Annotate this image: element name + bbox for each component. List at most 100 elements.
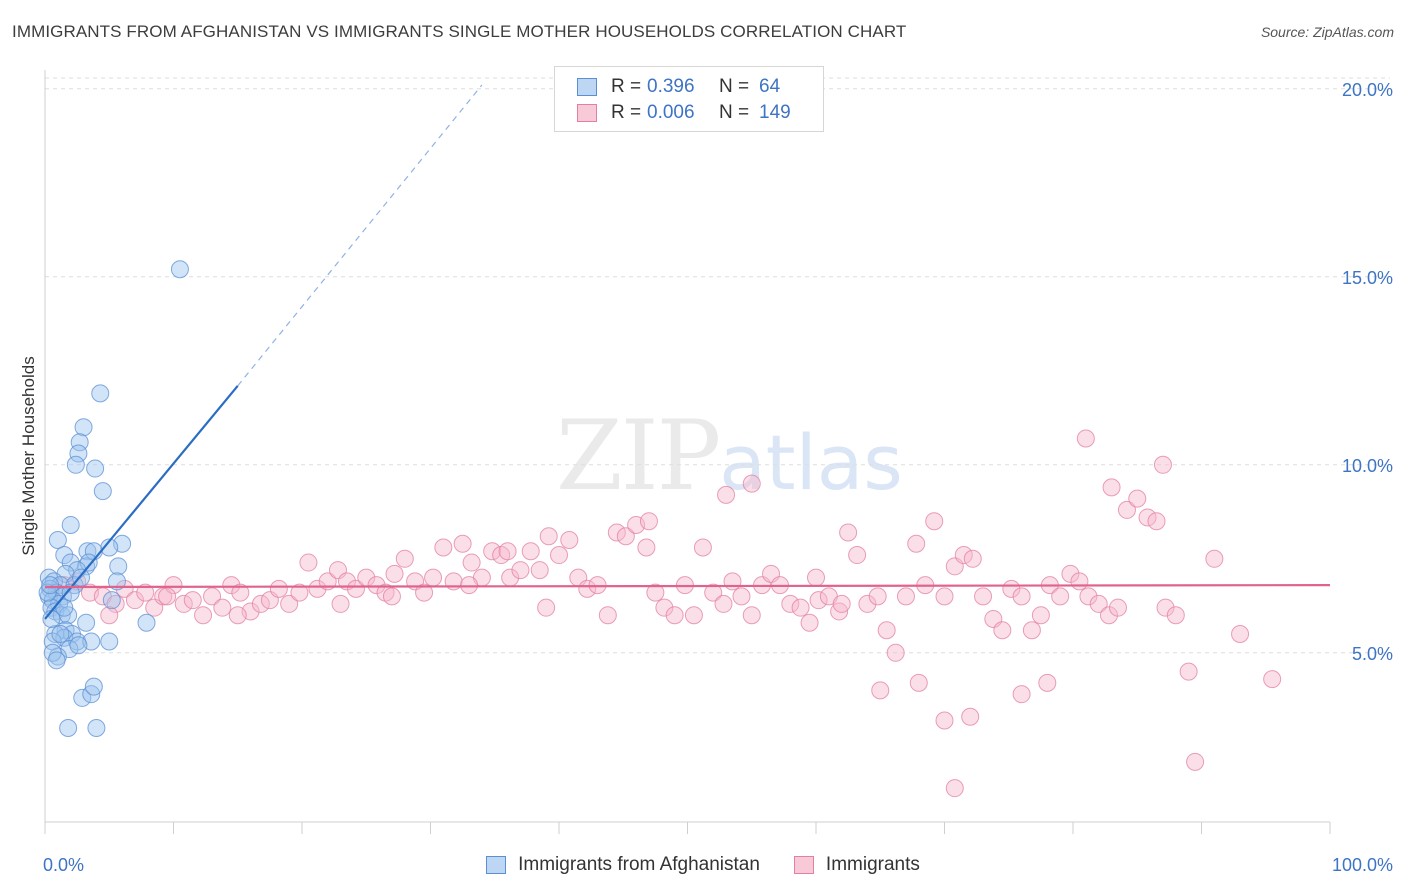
afghanistan-point xyxy=(61,583,80,602)
immigrants-point xyxy=(1089,594,1108,613)
afghanistan-point xyxy=(66,455,85,474)
afghanistan-point xyxy=(46,625,65,643)
legend-row-afghanistan: R = 0.396 N = 64 xyxy=(577,75,780,99)
data-points xyxy=(38,260,1282,798)
immigrants-point xyxy=(382,587,401,606)
immigrants-point xyxy=(886,643,905,662)
afghanistan-point xyxy=(77,613,96,632)
immigrants-point xyxy=(125,591,144,610)
immigrants-point xyxy=(308,579,327,598)
x-tick-label-min: 0.0% xyxy=(43,855,84,875)
legend-item-afghanistan[interactable]: Immigrants from Afghanistan xyxy=(486,854,760,876)
immigrants-point xyxy=(839,523,858,542)
immigrants-point xyxy=(511,561,530,580)
afghanistan-point xyxy=(73,688,92,707)
afghanistan-point xyxy=(55,546,74,565)
legend-swatch-blue xyxy=(577,78,597,96)
immigrants-point xyxy=(194,606,213,625)
immigrants-point xyxy=(935,587,954,606)
immigrants-point xyxy=(1031,606,1050,625)
immigrants-point xyxy=(961,707,980,726)
immigrants-point xyxy=(424,568,443,587)
immigrants-point xyxy=(693,538,712,557)
immigrants-point xyxy=(415,583,434,602)
legend-item-immigrants[interactable]: Immigrants xyxy=(793,854,920,876)
immigrants-point xyxy=(174,594,193,613)
immigrants-point xyxy=(800,613,819,632)
trend-lines xyxy=(44,84,1331,620)
r-value: 0.006 xyxy=(647,102,695,123)
immigrants-point xyxy=(231,583,250,602)
afghanistan-point xyxy=(41,576,60,595)
immigrants-point xyxy=(367,576,386,595)
y-tick-label: 5.0% xyxy=(1352,644,1393,664)
immigrants-point xyxy=(1138,508,1157,527)
immigrants-point xyxy=(1038,673,1057,692)
n-value: 64 xyxy=(759,76,781,97)
immigrants-point xyxy=(665,606,684,625)
immigrants-point xyxy=(832,594,851,613)
immigrants-point xyxy=(280,594,299,613)
axes xyxy=(44,70,1331,834)
immigrants-point xyxy=(830,602,849,621)
immigrants-point xyxy=(1156,598,1175,617)
afghanistan-point xyxy=(74,418,93,437)
immigrants-point xyxy=(1061,564,1080,583)
gridlines xyxy=(45,77,1390,654)
n-label: N = xyxy=(719,102,750,123)
afghanistan-point xyxy=(93,482,112,501)
y-axis-label: Single Mother Households xyxy=(19,356,38,555)
immigrants-point xyxy=(578,579,597,598)
immigrants-point xyxy=(646,583,665,602)
immigrants-point xyxy=(1070,572,1089,591)
immigrants-point xyxy=(100,606,119,625)
n-value: 149 xyxy=(759,102,791,123)
immigrants-point xyxy=(945,779,964,798)
axis-labels: 5.0% 10.0% 15.0% 20.0% 0.0% 100.0% Single Moth… xyxy=(19,80,1393,875)
immigrants-point xyxy=(222,576,241,595)
afghanistan-point xyxy=(137,613,156,632)
immigrants-point xyxy=(1186,752,1205,771)
immigrants-point xyxy=(1022,621,1041,640)
immigrants-point xyxy=(639,512,658,531)
afghanistan-point xyxy=(91,384,110,403)
immigrants-point xyxy=(598,606,617,625)
afghanistan-point xyxy=(82,685,101,704)
immigrants-point xyxy=(1012,587,1031,606)
immigrants-point xyxy=(993,621,1012,640)
immigrants-point xyxy=(742,606,761,625)
immigrants-point xyxy=(1153,455,1172,474)
immigrants-point xyxy=(1012,685,1031,704)
immigrants-point xyxy=(1099,606,1118,625)
immigrants-point xyxy=(498,542,517,561)
immigrants-point xyxy=(732,587,751,606)
immigrants-point xyxy=(925,512,944,531)
immigrants-point xyxy=(158,587,177,606)
immigrants-point xyxy=(809,591,828,610)
afghanistan-point xyxy=(47,651,66,670)
x-tick-label-max: 100.0% xyxy=(1332,855,1393,875)
immigrants-point xyxy=(655,598,674,617)
immigrants-point xyxy=(1076,429,1095,448)
immigrants-point xyxy=(269,579,288,598)
immigrants-point xyxy=(483,542,502,561)
legend-label: Immigrants from Afghanistan xyxy=(518,854,760,875)
r-label: R = xyxy=(611,102,642,123)
immigrants-point xyxy=(251,594,270,613)
afghanistan-point xyxy=(107,572,126,591)
afghanistan-point xyxy=(87,719,106,737)
immigrants-point xyxy=(935,711,954,730)
afghanistan-point xyxy=(109,557,128,576)
legend-swatch-blue xyxy=(486,856,507,874)
y-tick-label: 15.0% xyxy=(1342,268,1393,288)
watermark: ZIPatlas xyxy=(556,400,903,512)
immigrants-point xyxy=(203,587,222,606)
source-label: Source: ZipAtlas.com xyxy=(1260,24,1394,40)
immigrants-point xyxy=(909,673,928,692)
immigrants-point xyxy=(616,527,635,546)
series-legend: Immigrants from Afghanistan Immigrants xyxy=(0,852,1406,878)
afghanistan-point xyxy=(52,606,71,625)
afghanistan-point xyxy=(69,636,88,655)
n-label: N = xyxy=(719,76,750,97)
